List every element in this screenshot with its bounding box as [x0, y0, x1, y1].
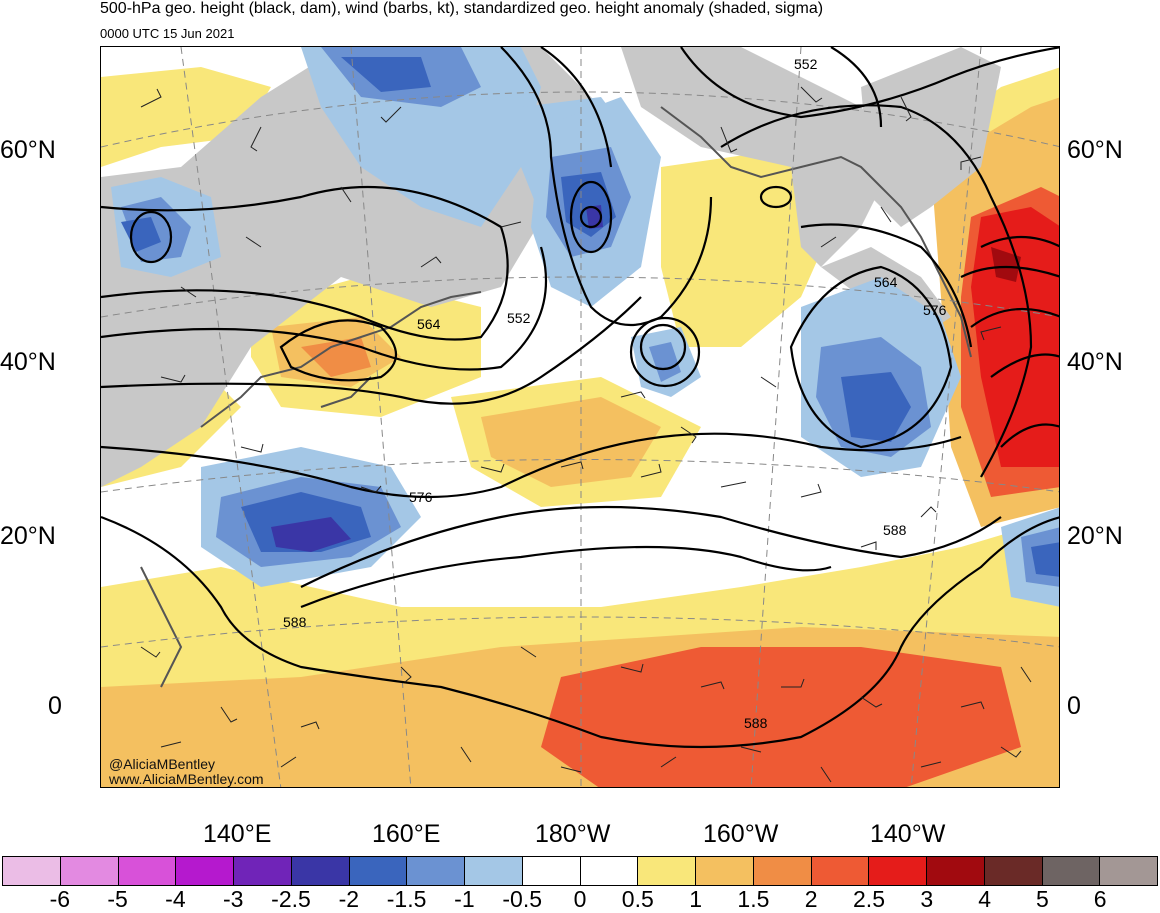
colorbar-box	[118, 857, 177, 885]
colorbar-label: -4	[165, 886, 186, 912]
colorbar-label: 6	[1093, 886, 1107, 912]
contour-label: 576	[409, 489, 433, 505]
contour-label: 564	[417, 316, 441, 332]
colorbar-box	[234, 857, 292, 885]
colorbar-box	[984, 857, 1043, 885]
credit-handle: @AliciaMBentley	[109, 756, 215, 772]
colorbar-label: 2	[804, 886, 818, 912]
colorbar-box	[869, 857, 927, 885]
colorbar-box	[638, 857, 696, 885]
lat-label-right-0: 0	[1067, 692, 1081, 720]
lon-label-160e: 160°E	[372, 820, 441, 848]
colorbar-label: -1.5	[386, 886, 427, 912]
lat-label-right-60: 60°N	[1067, 136, 1123, 164]
map-svg: @AliciaMBentley www.AliciaMBentley.com 5…	[101, 47, 1059, 787]
colorbar-box	[522, 857, 581, 885]
contour-label: 552	[794, 56, 818, 72]
colorbar-box	[349, 857, 408, 885]
colorbar-label: 5	[1035, 886, 1049, 912]
contour-label: 576	[923, 302, 947, 318]
lat-label-left-20: 20°N	[0, 522, 56, 550]
lon-label-180w: 180°W	[535, 820, 611, 848]
colorbar-box	[696, 857, 754, 885]
anomaly-red	[971, 207, 1059, 467]
colorbar-label: -2	[338, 886, 360, 912]
lat-label-right-40: 40°N	[1067, 348, 1123, 376]
colorbar-label: -6	[49, 886, 71, 912]
colorbar-label: -2.5	[271, 886, 311, 912]
map-title: 500-hPa geo. height (black, dam), wind (…	[100, 0, 824, 17]
contour-label: 588	[283, 614, 307, 630]
colorbar-box	[3, 857, 61, 885]
colorbar-box	[407, 857, 465, 885]
colorbar-box	[811, 857, 870, 885]
colorbar-box	[580, 857, 639, 885]
valid-time: 0000 UTC 15 Jun 2021	[100, 26, 235, 41]
lon-label-160w: 160°W	[703, 820, 779, 848]
lat-label-right-20: 20°N	[1067, 522, 1123, 550]
coastlines	[140, 106, 972, 688]
colorbar-label: 3	[920, 886, 934, 912]
lon-label-140w: 140°W	[870, 820, 946, 848]
colorbar-label: -0.5	[502, 886, 543, 912]
colorbar-label: 2.5	[853, 886, 885, 912]
colorbar-label: 4	[978, 886, 991, 912]
map-panel: @AliciaMBentley www.AliciaMBentley.com 5…	[100, 46, 1060, 788]
colorbar-label: 0	[573, 886, 587, 912]
lon-label-140e: 140°E	[203, 820, 272, 848]
colorbar	[2, 856, 1158, 886]
contour-label: 588	[883, 522, 907, 538]
credit-url: www.AliciaMBentley.com	[108, 771, 264, 787]
colorbar-box	[753, 857, 812, 885]
colorbar-box	[1100, 857, 1157, 885]
height-contours	[101, 47, 1059, 749]
lat-label-left-0: 0	[48, 692, 62, 720]
colorbar-label: -3	[222, 886, 244, 912]
colorbar-label: -1	[454, 886, 475, 912]
colorbar-box	[291, 857, 350, 885]
anomaly-darkred	[991, 247, 1021, 282]
lat-label-left-60: 60°N	[0, 136, 56, 164]
colorbar-label: 1.5	[737, 886, 770, 912]
contour-label: 552	[507, 310, 531, 326]
colorbar-box	[1042, 857, 1101, 885]
colorbar-box	[465, 857, 523, 885]
graticule	[101, 47, 1059, 787]
wind-barbs	[140, 86, 1032, 783]
colorbar-label: 1	[689, 886, 702, 912]
colorbar-box	[60, 857, 119, 885]
contour-label: 564	[874, 274, 898, 290]
colorbar-label: -5	[107, 886, 128, 912]
contour-labels: 552 564 552 564 576 576 588 588 588	[283, 56, 947, 731]
colorbar-box	[927, 857, 985, 885]
colorbar-box	[176, 857, 234, 885]
contour-label: 588	[744, 715, 768, 731]
lat-label-left-40: 40°N	[0, 348, 56, 376]
colorbar-label: 0.5	[621, 886, 654, 912]
